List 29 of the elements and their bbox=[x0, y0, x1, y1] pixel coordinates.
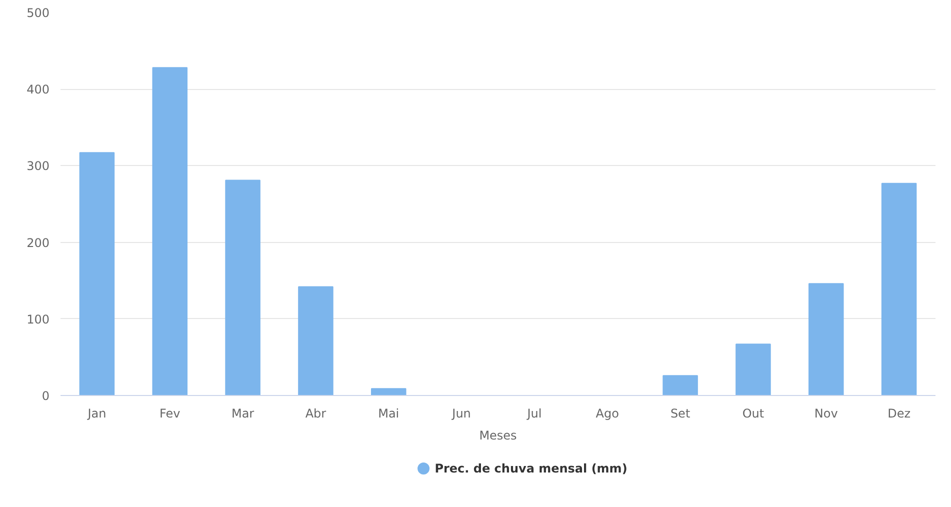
bar bbox=[370, 388, 406, 396]
x-tick-label: Ago bbox=[596, 406, 619, 420]
x-tick-label: Jul bbox=[526, 406, 542, 420]
x-tick-label: Dez bbox=[888, 406, 911, 420]
x-tick-label: Mai bbox=[378, 406, 400, 420]
y-tick-label: 400 bbox=[26, 82, 50, 97]
x-tick-label: Nov bbox=[814, 406, 838, 420]
x-tick-label: Abr bbox=[305, 406, 326, 420]
legend-label: Prec. de chuva mensal (mm) bbox=[434, 462, 628, 476]
x-tick-label: Jan bbox=[86, 406, 106, 420]
x-tick-label: Jun bbox=[451, 406, 471, 420]
x-tick-label: Fev bbox=[160, 406, 180, 420]
bar bbox=[225, 180, 260, 396]
x-tick-label: Mar bbox=[231, 406, 254, 420]
bar bbox=[808, 283, 844, 396]
y-tick-label: 0 bbox=[42, 389, 50, 403]
bar bbox=[662, 375, 698, 396]
x-axis-title: Meses bbox=[479, 428, 517, 442]
y-tick-label: 200 bbox=[26, 236, 50, 250]
bar bbox=[298, 286, 334, 396]
bar bbox=[152, 67, 188, 396]
bar bbox=[881, 182, 917, 396]
x-tick-label: Set bbox=[670, 406, 690, 420]
y-tick-label: 100 bbox=[26, 312, 50, 326]
x-tick-label: Out bbox=[742, 406, 764, 420]
y-tick-label: 300 bbox=[26, 159, 50, 174]
bar bbox=[79, 152, 115, 396]
y-tick-label: 500 bbox=[26, 6, 50, 20]
bar bbox=[736, 344, 771, 396]
